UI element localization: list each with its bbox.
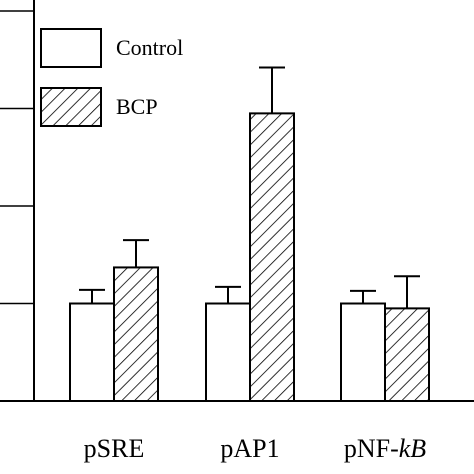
bar-control-pnf-kb [340,302,386,402]
x-tick-label: pAP1 [220,434,279,463]
legend-swatch-control [40,28,102,68]
x-tick-labels: pSRE pAP1 pNF-kB [84,434,427,463]
bar-bcp-pap1 [249,112,295,402]
bar-control-pap1 [205,302,251,402]
x-tick-label: pSRE [84,434,145,463]
legend-label-bcp: BCP [116,94,158,119]
legend: Control BCP [40,28,183,127]
legend-swatch-bcp [40,87,102,127]
bar-bcp-pnf-kb [384,307,430,402]
x-tick-label: pNF-kB [344,434,426,463]
legend-label-control: Control [116,35,183,60]
plot-area [0,0,474,402]
bar-bcp-psre [113,266,159,402]
bar-control-psre [69,302,115,402]
